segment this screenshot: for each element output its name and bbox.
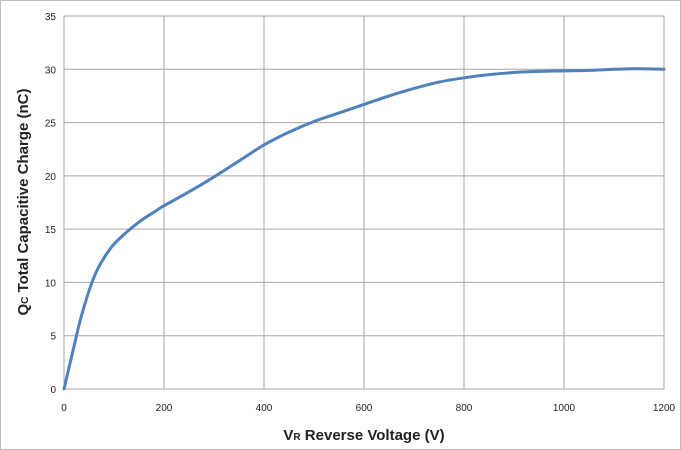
y-axis-title-subscript: C xyxy=(20,297,31,304)
y-tick-label: 25 xyxy=(45,119,57,130)
x-tick-labels: 0 200 400 600 800 1000 1200 xyxy=(61,403,675,414)
y-tick-label: 0 xyxy=(50,385,56,396)
x-tick-label: 1200 xyxy=(653,403,676,414)
x-axis-title-prefix: V xyxy=(283,427,293,444)
plot-area xyxy=(63,15,665,390)
y-tick-label: 35 xyxy=(45,12,57,23)
x-tick-label: 400 xyxy=(256,403,273,414)
x-axis-title-subscript: R xyxy=(293,432,301,443)
series-group xyxy=(62,67,666,391)
y-tick-label: 15 xyxy=(45,225,57,236)
y-tick-label: 30 xyxy=(45,65,57,76)
x-tick-label: 200 xyxy=(156,403,173,414)
grid xyxy=(63,15,665,390)
y-tick-labels: 0 5 10 15 20 25 30 35 xyxy=(45,12,57,396)
x-tick-label: 600 xyxy=(356,403,373,414)
x-axis-title: VR Reverse Voltage (V) xyxy=(283,427,444,444)
y-tick-label: 10 xyxy=(45,278,57,289)
x-axis-title-rest: Reverse Voltage (V) xyxy=(301,427,445,444)
x-tick-label: 0 xyxy=(61,403,67,414)
x-tick-label: 800 xyxy=(456,403,473,414)
x-tick-label: 1000 xyxy=(553,403,576,414)
y-axis-title-prefix: Q xyxy=(15,304,32,316)
y-tick-label: 20 xyxy=(45,172,57,183)
y-axis-title-rest: Total Capacitive Charge (nC) xyxy=(15,89,32,297)
series-line xyxy=(62,67,666,391)
y-tick-label: 5 xyxy=(50,332,56,343)
y-axis-title: QC Total Capacitive Charge (nC) xyxy=(15,89,32,316)
